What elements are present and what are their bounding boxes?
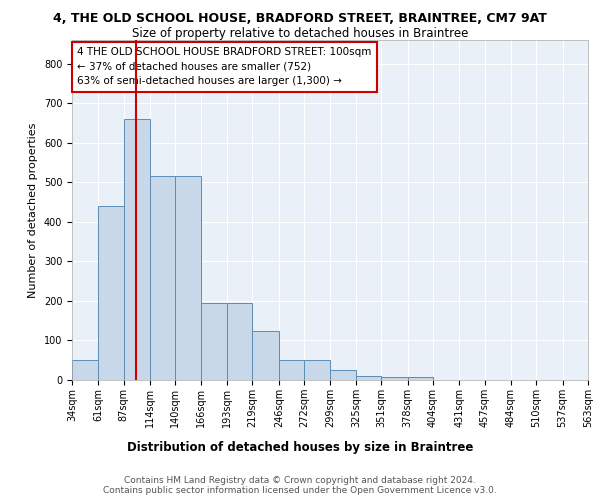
Text: Distribution of detached houses by size in Braintree: Distribution of detached houses by size … [127, 441, 473, 454]
Bar [253, 330, 279, 380]
Bar [175, 176, 201, 380]
Bar [72, 360, 98, 380]
Text: Contains public sector information licensed under the Open Government Licence v3: Contains public sector information licen… [103, 486, 497, 495]
Bar [331, 370, 356, 380]
Bar [279, 360, 304, 380]
Bar [356, 376, 381, 380]
Y-axis label: Number of detached properties: Number of detached properties [28, 122, 38, 298]
Bar [304, 360, 331, 380]
Bar [227, 303, 253, 380]
Text: Size of property relative to detached houses in Braintree: Size of property relative to detached ho… [132, 28, 468, 40]
Bar [381, 377, 407, 380]
Bar [407, 377, 433, 380]
Bar [201, 303, 227, 380]
Text: Contains HM Land Registry data © Crown copyright and database right 2024.: Contains HM Land Registry data © Crown c… [124, 476, 476, 485]
Bar [150, 176, 175, 380]
Text: 4, THE OLD SCHOOL HOUSE, BRADFORD STREET, BRAINTREE, CM7 9AT: 4, THE OLD SCHOOL HOUSE, BRADFORD STREET… [53, 12, 547, 26]
Bar [98, 206, 124, 380]
Text: 4 THE OLD SCHOOL HOUSE BRADFORD STREET: 100sqm
← 37% of detached houses are smal: 4 THE OLD SCHOOL HOUSE BRADFORD STREET: … [77, 47, 371, 86]
Bar [124, 119, 150, 380]
